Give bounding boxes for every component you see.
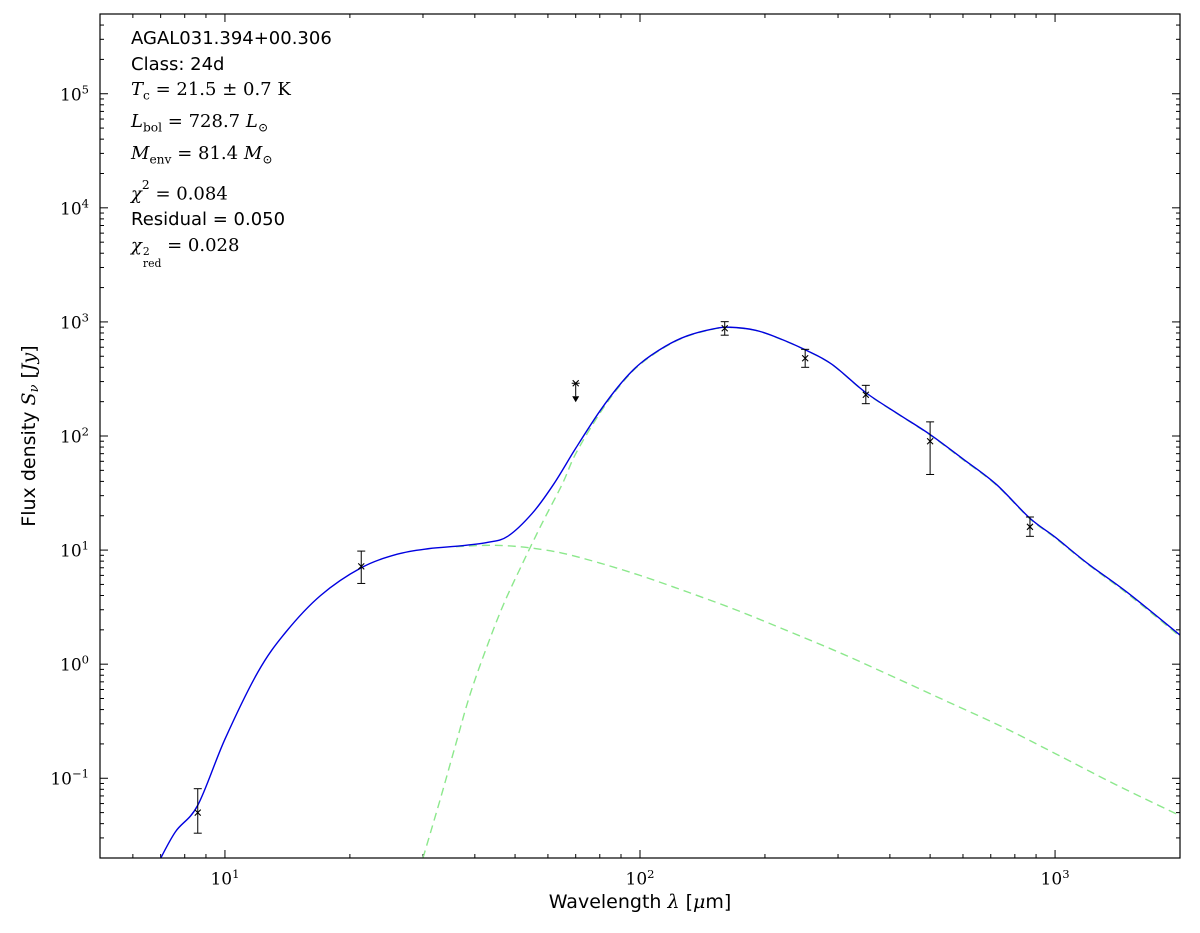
total-model-fit-curve bbox=[159, 326, 1180, 858]
warm-component-curve bbox=[455, 544, 1180, 817]
x-marker bbox=[357, 562, 365, 570]
text-segment: M bbox=[131, 143, 150, 165]
tick-exponent: 1 bbox=[232, 867, 240, 881]
text-segment: Wavelength bbox=[548, 891, 668, 913]
tick-exponent: 0 bbox=[81, 652, 89, 667]
upper-limit-point bbox=[571, 379, 580, 403]
text-segment: AGAL031.394+00.306 bbox=[131, 28, 332, 49]
x-marker bbox=[572, 379, 580, 387]
tick-exponent: 1 bbox=[81, 538, 89, 553]
annotation-line-1: Class: 24d bbox=[131, 52, 332, 78]
text-segment: T bbox=[131, 79, 144, 100]
tick-exponent: 2 bbox=[647, 867, 655, 881]
text-segment: χ bbox=[131, 234, 142, 256]
text-segment: 2 bbox=[141, 178, 150, 193]
text-segment: Flux density bbox=[18, 405, 41, 527]
x-marker bbox=[926, 437, 934, 445]
text-segment: c bbox=[143, 88, 150, 103]
tick-exponent: 2 bbox=[81, 424, 89, 439]
data-point bbox=[926, 421, 935, 475]
data-point bbox=[1025, 516, 1034, 537]
annotation-line-5: χ2 = 0.084 bbox=[131, 173, 332, 207]
tick-exponent: 4 bbox=[81, 196, 89, 211]
text-segment: λ bbox=[667, 891, 680, 913]
text-segment: S bbox=[18, 392, 41, 406]
text-segment: ν bbox=[26, 384, 42, 393]
text-segment: μ bbox=[692, 891, 706, 913]
annotation-line-7: χ 2 red = 0.028 bbox=[131, 233, 332, 269]
text-segment: Residual = 0.050 bbox=[131, 209, 286, 231]
data-point bbox=[357, 550, 366, 584]
text-segment: m] bbox=[705, 891, 732, 913]
annotation-line-2: Tc = 21.5 ± 0.7 K bbox=[131, 77, 332, 109]
text-segment: = 0.028 bbox=[161, 234, 240, 256]
y-tick-label: 103 bbox=[60, 310, 89, 334]
text-segment: = 728.7 bbox=[162, 111, 246, 133]
y-tick-label: 100 bbox=[60, 652, 89, 676]
annotation-line-4: Menv = 81.4 M⊙ bbox=[131, 141, 332, 173]
data-point bbox=[861, 384, 870, 405]
text-segment: bol bbox=[142, 120, 163, 135]
data-point bbox=[720, 321, 729, 336]
y-tick-label: 101 bbox=[60, 538, 89, 562]
text-segment: ⊙ bbox=[262, 152, 273, 167]
y-tick-label: 102 bbox=[60, 424, 89, 448]
text-segment: [ bbox=[679, 891, 693, 913]
tick-exponent: 3 bbox=[1062, 867, 1070, 881]
x-axis-label: Wavelength λ [μm] bbox=[549, 891, 732, 913]
y-tick-label: 104 bbox=[60, 196, 89, 220]
x-tick-label: 101 bbox=[210, 867, 240, 890]
x-marker bbox=[194, 809, 202, 816]
tick-exponent: 3 bbox=[81, 310, 89, 325]
x-tick-label: 102 bbox=[625, 867, 655, 890]
y-tick-label: 105 bbox=[60, 82, 89, 106]
stacked-subscript: red bbox=[142, 256, 162, 270]
x-marker bbox=[801, 354, 809, 362]
data-point bbox=[193, 788, 202, 834]
text-segment: [ bbox=[18, 371, 41, 385]
plot-frame bbox=[99, 13, 1181, 859]
text-segment: L bbox=[131, 111, 143, 133]
text-segment: χ bbox=[131, 183, 142, 205]
text-segment: 2 red bbox=[143, 246, 161, 269]
data-point bbox=[801, 348, 810, 368]
text-segment: = 21.5 ± 0.7 K bbox=[149, 79, 291, 100]
annotation-line-3: Lbol = 728.7 L⊙ bbox=[131, 109, 332, 141]
text-segment: ⊙ bbox=[257, 120, 269, 135]
tick-exponent: −1 bbox=[71, 766, 89, 781]
down-arrow-icon bbox=[572, 396, 580, 403]
text-segment: env bbox=[149, 152, 172, 167]
fit-parameters-block: AGAL031.394+00.306 Class: 24d Tc = 21.5 ± … bbox=[131, 26, 332, 269]
tick-exponent: 5 bbox=[81, 82, 89, 97]
stacked-superscript: 2 bbox=[142, 245, 150, 259]
text-segment: L bbox=[245, 111, 258, 133]
y-tick-label: 10−1 bbox=[50, 766, 89, 790]
text-segment: = 81.4 bbox=[171, 143, 244, 165]
x-tick-label: 103 bbox=[1040, 867, 1070, 890]
text-segment: M bbox=[243, 143, 263, 165]
annotation-line-6: Residual = 0.050 bbox=[131, 207, 332, 233]
x-marker bbox=[862, 391, 870, 399]
y-axis-label: Flux density Sν [Jy] bbox=[18, 345, 42, 526]
text-segment: ] bbox=[18, 345, 41, 353]
text-segment: = 0.084 bbox=[149, 183, 228, 205]
x-marker bbox=[1026, 523, 1034, 531]
text-segment: Class: 24d bbox=[131, 53, 225, 75]
annotation-line-0: AGAL031.394+00.306 bbox=[131, 26, 332, 52]
x-marker bbox=[721, 324, 729, 332]
text-segment: Jy bbox=[18, 352, 41, 372]
